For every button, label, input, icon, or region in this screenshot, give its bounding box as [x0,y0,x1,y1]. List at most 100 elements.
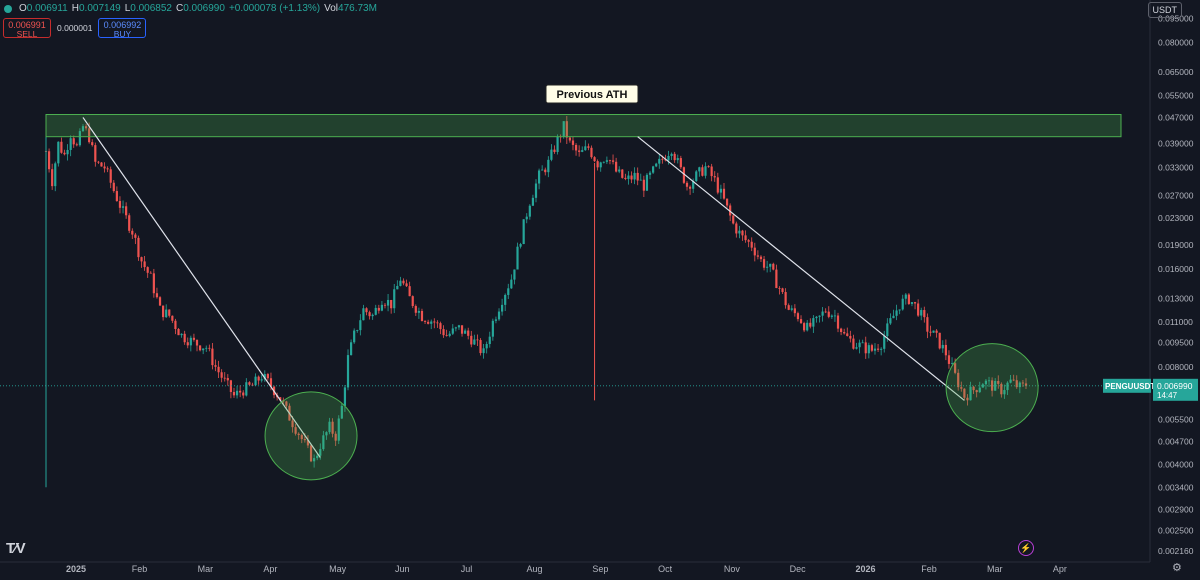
candle-body [183,333,186,343]
candle-body [895,310,898,316]
ohlc-legend: O 0.006911 H 0.007149 L 0.006852 C 0.006990 … [4,3,377,14]
settings-gear-icon[interactable]: ⚙ [1172,562,1182,574]
candle-body [741,230,744,236]
candle-body [766,266,769,268]
candle-body [541,169,544,171]
candle-body [152,273,155,294]
sell-price: 0.006991 [8,20,46,30]
candle-body [784,292,787,306]
highlight-circle [264,391,358,481]
candle-body [547,159,550,173]
candle-body [722,188,726,199]
price-tick-label: 0.019000 [1158,240,1194,250]
tradingview-logo-icon[interactable]: T⁄V [6,540,26,557]
buy-button[interactable]: 0.006992 BUY [98,18,147,39]
candle-body [716,177,719,193]
candle-body [371,314,374,317]
candle-body [750,241,753,248]
candle-body [756,255,759,257]
ohlc-change-value: +0.000078 (+1.13%) [228,3,321,14]
candle-body [158,297,162,306]
price-axis[interactable]: 0.095000 0.080000 0.065000 0.055000 0.047000… [1103,0,1200,580]
candle-body [470,335,473,345]
candle-body [762,259,766,268]
price-axis-panel[interactable] [1150,0,1200,580]
candle-body [769,263,772,267]
candle-body [636,172,639,181]
candle-body [442,329,445,336]
candle-body [316,455,319,459]
candle-body [688,186,692,189]
candle-body [165,309,168,318]
candle-body [479,340,482,354]
candle-body [796,313,800,320]
candle-body [57,141,60,164]
candle-body [137,237,140,258]
candle-body [254,376,257,386]
candle-body [969,386,972,401]
candle-body [211,348,214,366]
candle-body [279,397,282,401]
candle-body [870,345,874,351]
candle-body [467,330,470,336]
candle-body [300,434,303,440]
candle-body [198,345,202,351]
time-axis[interactable]: 2025 Feb Mar Apr May Jun Jul Aug Sep Oct Nov Dec 202… [0,561,1150,574]
candle-body [171,315,174,321]
time-tick-label: 2025 [66,564,86,574]
price-tick-label: 0.008000 [1158,362,1194,372]
candle-body [565,121,568,138]
candle-body [729,205,732,216]
candle-body [679,158,682,168]
candle-body [809,322,812,327]
currency-selector[interactable]: USDT [1147,2,1182,18]
candle-body [497,311,501,320]
candle-body [47,151,51,170]
candle-body [192,337,196,340]
candle-body [861,342,864,344]
candle-body [960,387,963,389]
candle-body [420,310,424,322]
candle-body [263,374,266,380]
candle-body [550,149,553,160]
candle-body [97,161,100,163]
candle-body [513,269,516,280]
candle-body [602,161,605,163]
candle-body [531,197,535,206]
candle-body [852,338,855,349]
candle-body [824,311,827,313]
candle-body [735,223,738,234]
candle-body [645,174,649,191]
candle-body [115,191,118,202]
candle-body [266,374,269,379]
candle-body [149,272,152,274]
candle-body [205,347,208,349]
price-tick-label: 0.033000 [1158,162,1194,172]
symbol-status-dot [4,4,12,13]
candle-body [448,333,451,336]
candle-body [69,138,72,150]
candle-body [883,336,886,349]
candle-body [245,382,248,396]
candle-body [537,170,541,184]
sell-button[interactable]: 0.006991 SELL [3,18,51,39]
candle-body [957,372,960,388]
candle-body [365,308,368,313]
candle-body [257,376,260,381]
price-tick-label: 0.065000 [1158,67,1194,77]
candle-body [248,382,251,385]
candle-body [821,311,824,316]
lightning-icon[interactable]: ⚡ [1018,540,1034,556]
candle-body [747,240,750,242]
candle-body [806,322,809,331]
candle-body [997,380,1000,384]
candle-body [578,150,581,152]
candle-body [793,308,796,314]
candle-body [830,315,833,317]
ath-label-box [545,84,639,104]
candle-body [1024,383,1028,386]
candle-body [128,215,131,231]
time-tick-label: Sep [592,564,608,574]
plot-area[interactable] [0,116,1150,488]
